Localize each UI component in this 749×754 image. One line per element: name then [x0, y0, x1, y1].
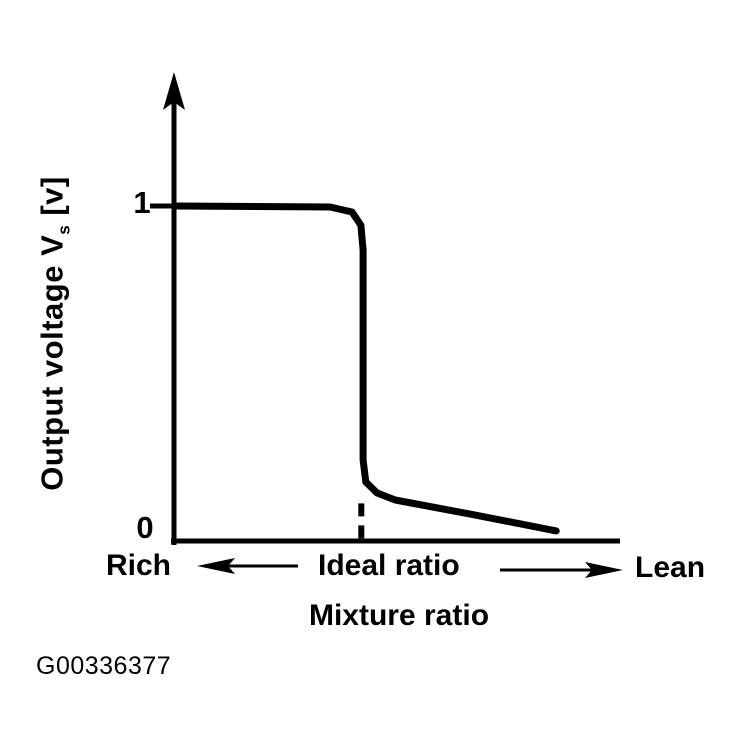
y-tick-label-1: 1 [133, 185, 151, 220]
x-label-rich: Rich [106, 549, 172, 582]
rich-direction-arrow-icon [197, 558, 298, 574]
lean-direction-arrow-icon [500, 562, 623, 578]
figure-code: G00336377 [36, 652, 172, 680]
y-axis-title-unit: [v] [34, 176, 70, 225]
y-axis-title-subscript: s [54, 224, 74, 235]
o2-voltage-curve [172, 202, 560, 535]
y-axis-title-text: Output voltage V [34, 234, 70, 491]
x-label-lean: Lean [635, 551, 706, 584]
y-axis-title: Output voltage Vs [v] [34, 134, 74, 534]
x-label-ideal-ratio: Ideal ratio [318, 549, 460, 582]
y-axis-arrowhead-icon [163, 72, 185, 110]
x-axis-title: Mixture ratio [308, 599, 490, 632]
y-tick-label-0: 0 [136, 510, 154, 545]
